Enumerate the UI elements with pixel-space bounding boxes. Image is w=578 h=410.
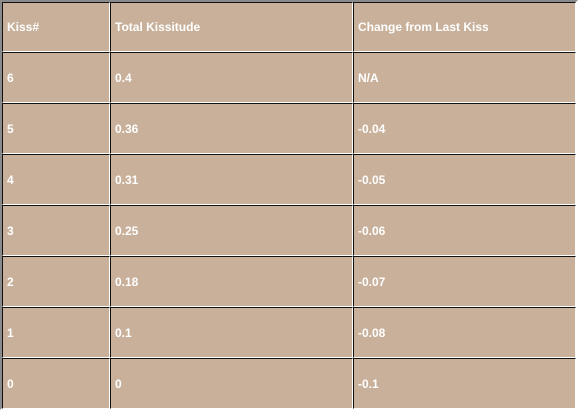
kiss-number-cell: 6 [2, 52, 110, 103]
table-row: 3 0.25 -0.06 [2, 205, 576, 256]
table-row: 6 0.4 N/A [2, 52, 576, 103]
change-cell: N/A [353, 52, 576, 103]
header-total-kissitude: Total Kissitude [110, 2, 353, 52]
total-kissitude-cell: 0.18 [110, 256, 353, 307]
total-kissitude-cell: 0.1 [110, 307, 353, 358]
total-kissitude-cell: 0.36 [110, 103, 353, 154]
table-row: 4 0.31 -0.05 [2, 154, 576, 205]
kiss-number-cell: 0 [2, 358, 110, 409]
total-kissitude-cell: 0.31 [110, 154, 353, 205]
header-kiss-number: Kiss# [2, 2, 110, 52]
change-cell: -0.05 [353, 154, 576, 205]
kiss-number-cell: 1 [2, 307, 110, 358]
kiss-number-cell: 5 [2, 103, 110, 154]
kiss-number-cell: 2 [2, 256, 110, 307]
change-cell: -0.1 [353, 358, 576, 409]
table-row: 2 0.18 -0.07 [2, 256, 576, 307]
kiss-number-cell: 3 [2, 205, 110, 256]
table-row: 0 0 -0.1 [2, 358, 576, 409]
change-cell: -0.04 [353, 103, 576, 154]
header-change-from-last-kiss: Change from Last Kiss [353, 2, 576, 52]
header-row: Kiss# Total Kissitude Change from Last K… [2, 2, 576, 52]
change-cell: -0.06 [353, 205, 576, 256]
total-kissitude-cell: 0 [110, 358, 353, 409]
change-cell: -0.08 [353, 307, 576, 358]
table-row: 1 0.1 -0.08 [2, 307, 576, 358]
total-kissitude-cell: 0.4 [110, 52, 353, 103]
kiss-number-cell: 4 [2, 154, 110, 205]
table-row: 5 0.36 -0.04 [2, 103, 576, 154]
change-cell: -0.07 [353, 256, 576, 307]
total-kissitude-cell: 0.25 [110, 205, 353, 256]
